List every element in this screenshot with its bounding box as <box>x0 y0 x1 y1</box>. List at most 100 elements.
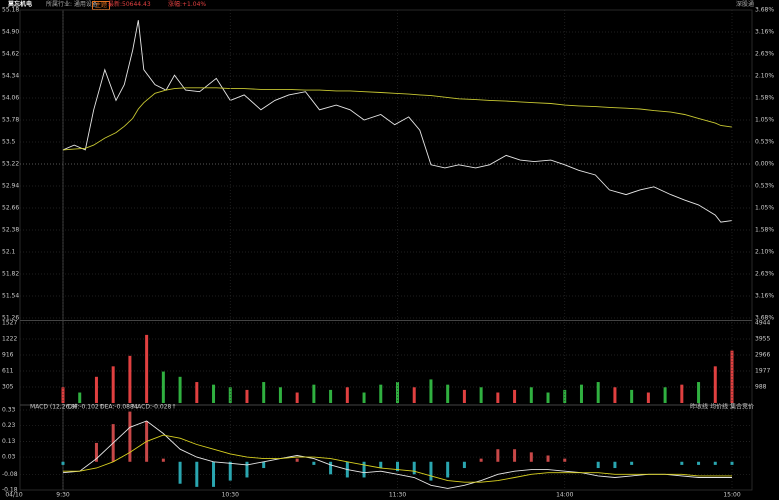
y2-tick-label: 3.16% <box>755 293 774 300</box>
macd-bar <box>295 458 299 462</box>
volume-bar <box>61 387 65 403</box>
industry: 所属行业: 通用设备 <box>46 1 98 8</box>
macd-bar <box>462 461 466 469</box>
panel-button[interactable]: 集合竞价 <box>730 403 754 411</box>
y2-tick-label: 0.00% <box>755 161 774 168</box>
y2-tick-label: 1.58% <box>755 227 774 234</box>
y-tick-label: 54.34 <box>2 73 19 80</box>
volume-bar <box>596 382 600 403</box>
macd-bar <box>329 461 333 475</box>
macd-bar <box>496 449 500 462</box>
x-tick-label: 11:30 <box>389 492 406 499</box>
y-tick-label: 0.23 <box>2 422 16 429</box>
x-tick-label: 9:30 <box>56 492 70 499</box>
y-tick-label: 53.5 <box>2 139 16 146</box>
macd-bar <box>479 458 483 462</box>
macd-bar <box>312 461 316 465</box>
volume-bar <box>212 384 216 403</box>
macd-bar <box>262 461 266 469</box>
y2-tick-label: 1.05% <box>755 117 774 124</box>
volume-bar <box>429 379 433 403</box>
y2-tick-label: 3955 <box>755 336 770 343</box>
macd-bar <box>613 461 617 469</box>
macd-bar <box>379 461 383 469</box>
y-tick-label: 52.1 <box>2 249 16 256</box>
macd-bar <box>396 461 399 472</box>
volume-bar <box>546 392 550 403</box>
panel-button[interactable]: 均价线 <box>710 403 728 411</box>
macd-bar <box>730 461 734 465</box>
connect-label[interactable]: 深股通 <box>736 1 755 8</box>
y-tick-label: 55.18 <box>2 7 19 14</box>
y-tick-label: -0.18 <box>2 487 18 494</box>
x-tick-label: 14:00 <box>556 492 573 499</box>
y-tick-label: 916 <box>2 352 14 359</box>
volume-bar <box>630 389 634 403</box>
y2-tick-label: 4944 <box>755 320 770 327</box>
y-tick-label: 1222 <box>2 335 17 342</box>
y-tick-label: 53.22 <box>2 161 19 168</box>
volume-bar <box>278 387 282 403</box>
macd-bar <box>228 461 232 481</box>
volume-bar <box>128 355 132 403</box>
series-line <box>62 420 732 489</box>
y2-tick-label: 2.10% <box>755 248 774 255</box>
y2-tick-label: 2.10% <box>755 73 774 80</box>
volume-bar <box>646 392 650 403</box>
y-tick-label: 51.26 <box>2 315 19 322</box>
y2-tick-label: 2966 <box>755 352 770 359</box>
macd-title: MACD (12,26,9) <box>30 404 77 411</box>
volume-bar <box>145 334 149 403</box>
y2-tick-label: 1.58% <box>755 94 774 101</box>
macd-bar <box>713 461 717 465</box>
volume-bar <box>178 376 182 403</box>
y2-tick-label: 0.53% <box>755 183 774 190</box>
macd-bar <box>212 461 216 487</box>
volume-bar <box>680 384 684 403</box>
macd-bar <box>362 461 366 478</box>
volume-bar <box>579 384 583 403</box>
macd-bar <box>630 461 634 465</box>
macd-label: MACD:-0.028↑ <box>132 404 176 411</box>
y-tick-label: 51.54 <box>2 293 19 300</box>
panel-button[interactable]: 昨收线 <box>690 403 708 411</box>
volume-bar <box>529 387 533 403</box>
macd-label: DIF:-0.102↑ <box>68 404 104 411</box>
volume-bar <box>345 387 349 403</box>
change: 涨幅:+1.04% <box>168 1 207 8</box>
stock-name: 莫忘机电 <box>8 1 33 8</box>
volume-bar <box>613 387 617 403</box>
volume-bar <box>446 384 450 403</box>
volume-bar <box>94 376 98 403</box>
macd-bar <box>195 461 199 487</box>
y2-tick-label: 2.63% <box>755 271 774 278</box>
series-line <box>63 434 732 483</box>
macd-bar <box>161 458 165 462</box>
volume-bar <box>513 389 517 403</box>
volume-bar <box>161 371 165 403</box>
y-tick-label: 51.82 <box>2 271 19 278</box>
y2-tick-label: 988 <box>755 384 767 391</box>
series-line <box>62 20 733 223</box>
latest: 最新:50644.43 <box>108 1 151 8</box>
y2-tick-label: 2.63% <box>755 50 774 57</box>
y-tick-label: 0.03 <box>2 454 16 461</box>
macd-bar <box>529 452 533 462</box>
y2-tick-label: 1977 <box>755 368 770 375</box>
volume-bar <box>479 387 483 403</box>
macd-bar <box>680 461 684 465</box>
volume-bar <box>462 389 466 403</box>
x-tick-label: 10:30 <box>222 492 239 499</box>
y-tick-label: 54.06 <box>2 95 19 102</box>
volume-bar <box>262 382 266 403</box>
macd-bar <box>596 461 600 469</box>
macd-bar <box>513 449 517 462</box>
tag[interactable]: 主题 <box>92 1 111 10</box>
volume-bar <box>396 382 399 403</box>
volume-bar <box>111 366 115 403</box>
volume-bar <box>295 392 299 403</box>
macd-bar <box>697 461 701 465</box>
y-tick-label: 54.90 <box>2 29 19 36</box>
volume-bar <box>697 382 701 403</box>
